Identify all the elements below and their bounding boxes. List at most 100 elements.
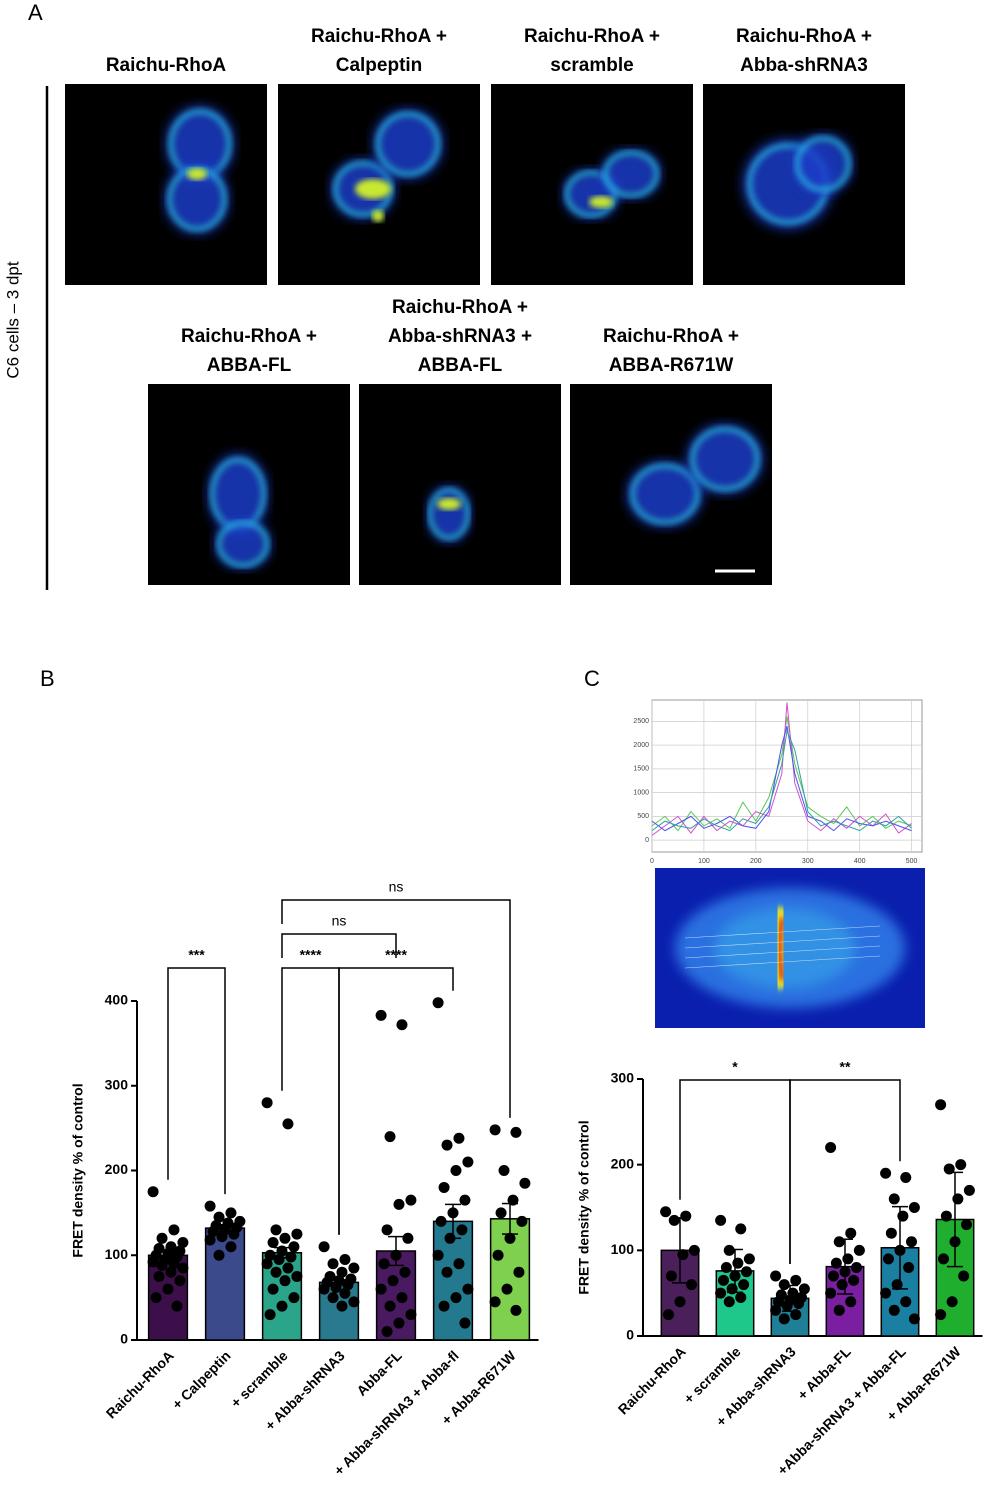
significance-bracket xyxy=(679,1079,791,1265)
image-title: Calpeptin xyxy=(336,55,423,76)
data-point xyxy=(438,1300,450,1312)
data-point xyxy=(778,1313,790,1325)
profile-line xyxy=(651,725,912,832)
data-point xyxy=(825,1142,837,1154)
data-point xyxy=(510,1126,522,1138)
data-point xyxy=(438,1181,450,1193)
data-point xyxy=(405,1194,417,1206)
image-title: Raichu-RhoA xyxy=(106,55,227,76)
microscopy-image xyxy=(570,384,772,585)
cell xyxy=(165,164,229,234)
data-point xyxy=(156,1232,168,1244)
data-point xyxy=(381,1326,393,1338)
profile-line xyxy=(651,702,912,836)
data-point xyxy=(432,1249,444,1261)
cell xyxy=(627,461,703,527)
data-point xyxy=(688,1244,700,1256)
data-point xyxy=(327,1292,339,1304)
data-point xyxy=(207,1226,219,1238)
profile-line xyxy=(684,925,881,939)
cell xyxy=(373,109,443,179)
data-point xyxy=(793,1297,805,1309)
data-point xyxy=(504,1232,516,1244)
y-tick-label: 0 xyxy=(645,837,649,844)
data-point xyxy=(489,1124,501,1136)
microscopy-image xyxy=(359,384,561,585)
data-point xyxy=(390,1249,402,1261)
x-tick-label: Abba-FL xyxy=(353,1347,405,1399)
significance-label: ns xyxy=(389,879,404,895)
profile-line xyxy=(684,955,881,969)
data-point xyxy=(387,1275,399,1287)
data-point xyxy=(444,1232,456,1244)
data-point xyxy=(830,1257,842,1269)
data-point xyxy=(459,1194,471,1206)
data-point xyxy=(276,1245,288,1257)
x-tick-label: 300 xyxy=(802,858,814,865)
data-point xyxy=(888,1304,900,1316)
data-point xyxy=(270,1224,282,1236)
data-point xyxy=(833,1236,845,1248)
data-point xyxy=(717,1274,729,1286)
data-point xyxy=(228,1228,240,1240)
data-point xyxy=(432,997,444,1009)
significance-bracket xyxy=(338,967,454,1235)
significance-label: ** xyxy=(840,1059,851,1075)
data-point xyxy=(441,1266,453,1278)
data-point xyxy=(772,1296,784,1308)
data-point xyxy=(507,1194,519,1206)
data-point xyxy=(662,1309,674,1321)
data-point xyxy=(741,1266,753,1278)
data-point xyxy=(882,1253,894,1265)
data-point xyxy=(264,1309,276,1321)
data-point xyxy=(952,1193,964,1205)
side-label: C6 cells – 3 dpt xyxy=(3,261,22,378)
data-point xyxy=(267,1237,279,1249)
data-point xyxy=(833,1304,845,1316)
data-point xyxy=(735,1223,747,1235)
y-tick-label: 300 xyxy=(611,1070,635,1086)
data-point xyxy=(726,1283,738,1295)
x-tick-label: 100 xyxy=(698,858,710,865)
cell-membrane xyxy=(375,111,441,177)
data-point xyxy=(501,1283,513,1295)
y-tick-label: 100 xyxy=(611,1241,635,1257)
data-point xyxy=(288,1241,300,1253)
data-point xyxy=(790,1274,802,1286)
image-title: ABBA-R671W xyxy=(609,355,734,376)
image-title: Raichu-RhoA + xyxy=(736,26,872,47)
data-point xyxy=(375,1009,387,1021)
data-point xyxy=(891,1279,903,1291)
microscopy-image xyxy=(491,84,693,285)
image-title: scramble xyxy=(550,55,633,76)
data-point xyxy=(513,1266,525,1278)
data-point xyxy=(845,1227,857,1239)
profile-line xyxy=(651,729,912,832)
data-point xyxy=(213,1211,225,1223)
data-point xyxy=(441,1139,453,1151)
y-tick-label: 300 xyxy=(105,1076,129,1092)
y-axis-label: FRET density % of control xyxy=(70,1083,86,1257)
image-title: ABBA-FL xyxy=(418,355,503,376)
data-point xyxy=(798,1283,810,1295)
data-point xyxy=(885,1227,897,1239)
y-tick-label: 2000 xyxy=(633,742,649,749)
data-point xyxy=(330,1281,342,1293)
significance-bracket xyxy=(281,933,397,958)
cell-membrane xyxy=(216,519,270,569)
y-tick-label: 2500 xyxy=(633,718,649,725)
data-point xyxy=(961,1219,973,1231)
data-point xyxy=(213,1249,225,1261)
data-point xyxy=(720,1261,732,1273)
data-point xyxy=(516,1215,528,1227)
x-tick-label: 0 xyxy=(650,858,654,865)
cell-membrane xyxy=(689,426,761,492)
cell-membrane xyxy=(794,135,852,193)
panel-label: C xyxy=(584,666,600,691)
data-point xyxy=(171,1300,183,1312)
data-point xyxy=(342,1279,354,1291)
data-point xyxy=(393,1198,405,1210)
image-title: Raichu-RhoA + xyxy=(603,326,739,347)
image-background xyxy=(359,384,561,585)
